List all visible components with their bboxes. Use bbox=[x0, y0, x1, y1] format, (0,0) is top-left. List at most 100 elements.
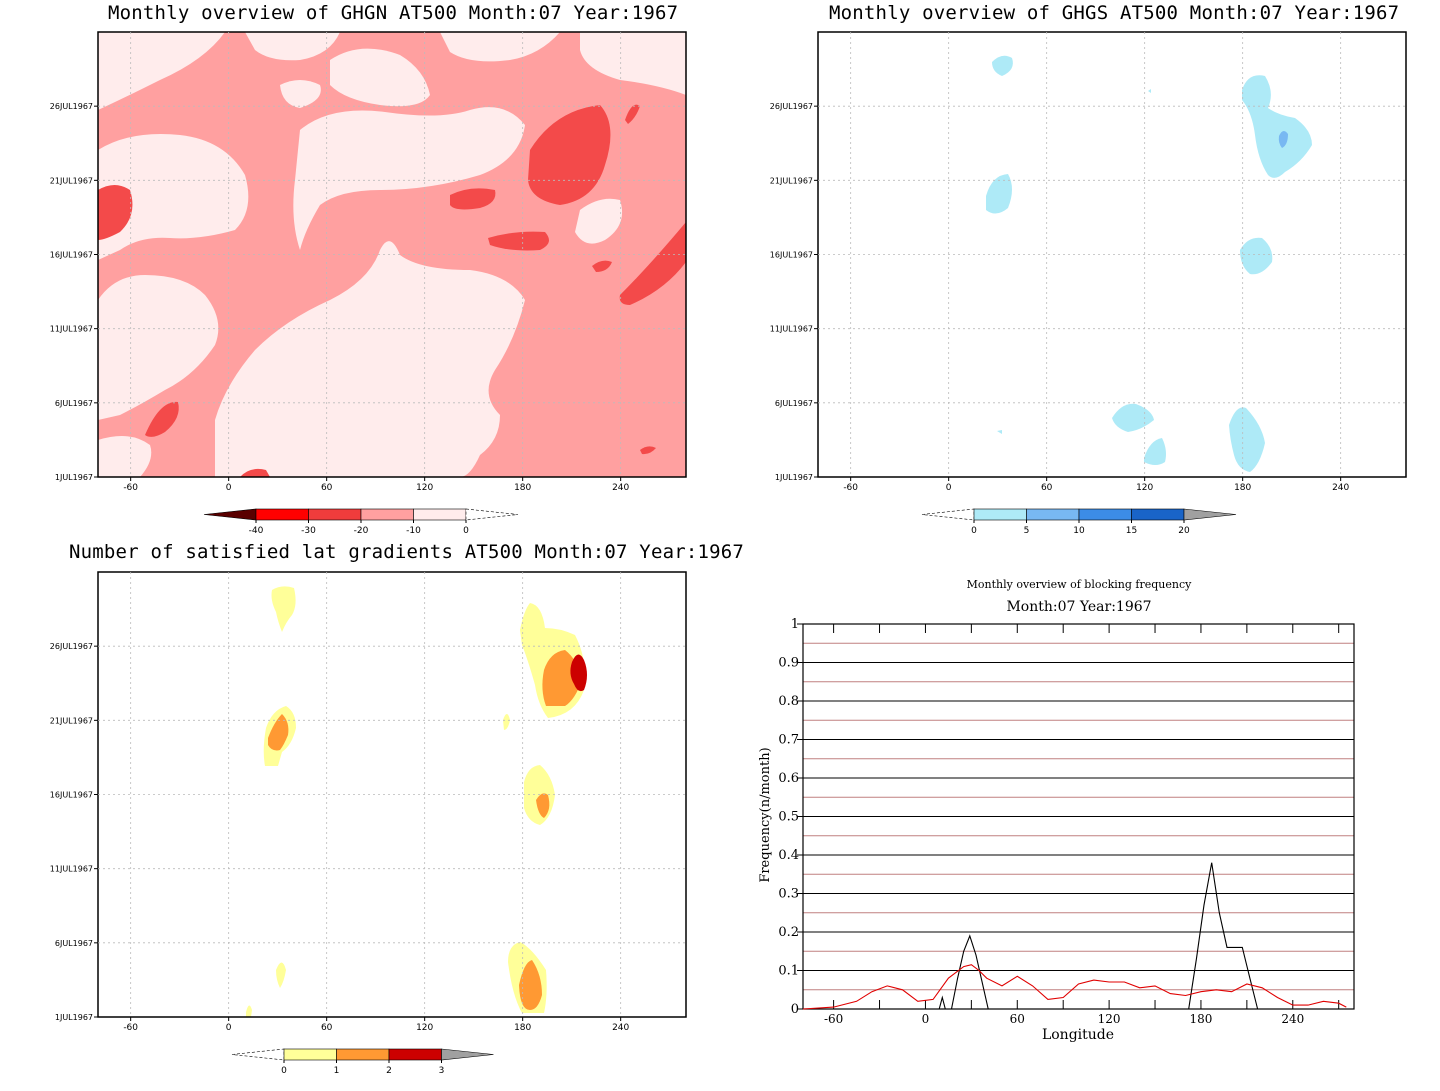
x-tick-label: 180 bbox=[1234, 483, 1251, 493]
y-tick-label: 6JUL1967 bbox=[55, 399, 93, 408]
y-tick-label: 21JUL1967 bbox=[50, 176, 93, 185]
y-tick-label: 26JUL1967 bbox=[50, 642, 93, 651]
gradients-axes: -60 0 60 120 180 240 1JUL1967 6JUL1967 11JUL1967… bbox=[50, 642, 630, 1033]
ghgs-patch bbox=[1144, 438, 1166, 465]
ghgn-light-region bbox=[580, 32, 686, 95]
ghgs-axes: -60 0 60 120 180 240 1JUL1967 6JUL1967 11JUL1967… bbox=[770, 102, 1350, 493]
gradients-grid bbox=[98, 572, 686, 1017]
ghgn-medium-region bbox=[592, 260, 612, 272]
frequency-title: Monthly overview of blocking frequency bbox=[967, 578, 1193, 591]
ghgn-grid bbox=[98, 32, 686, 477]
colorbar-box bbox=[1026, 508, 1080, 521]
x-tick-label: 60 bbox=[321, 483, 333, 493]
colorbar-box bbox=[413, 508, 467, 521]
gradients-colorbar: 0 1 2 3 bbox=[231, 1048, 494, 1076]
ghgn-light-region bbox=[98, 32, 225, 110]
colorbar-upper-triangle bbox=[465, 508, 519, 521]
gradients-patch bbox=[536, 793, 550, 818]
x-tick-label: 120 bbox=[416, 483, 433, 493]
ghgs-patch bbox=[1242, 75, 1312, 178]
y-tick-label: 26JUL1967 bbox=[50, 102, 93, 111]
colorbar-box bbox=[283, 1048, 337, 1061]
y-tick-label: 16JUL1967 bbox=[50, 251, 93, 260]
colorbar-label: 0 bbox=[281, 1066, 287, 1076]
y-tick-label: 21JUL1967 bbox=[770, 176, 813, 185]
colorbar-box bbox=[388, 1048, 442, 1061]
x-tick-label: -60 bbox=[843, 483, 858, 493]
y-tick-label: 16JUL1967 bbox=[50, 791, 93, 800]
x-tick-label: 60 bbox=[1010, 1012, 1025, 1026]
x-tick-label: 120 bbox=[1098, 1012, 1121, 1026]
ghgn-medium-region bbox=[98, 185, 133, 240]
colorbar-label: 3 bbox=[439, 1066, 445, 1076]
ghgn-light-region bbox=[575, 198, 623, 244]
colorbar-lower-triangle bbox=[203, 508, 257, 521]
ghgs-patch bbox=[1148, 89, 1151, 93]
ghgs-plot: -60 0 60 120 180 240 1JUL1967 6JUL1967 11JUL1967… bbox=[770, 31, 1407, 536]
colorbar-box bbox=[1078, 508, 1132, 521]
y-tick-label: 1JUL1967 bbox=[775, 473, 813, 482]
series-line-red bbox=[802, 964, 1347, 1010]
x-tick-label: 0 bbox=[226, 483, 232, 493]
colorbar-lower-triangle bbox=[921, 508, 975, 521]
ghgs-patch bbox=[1240, 237, 1273, 275]
y-tick-label: 0.5 bbox=[778, 810, 799, 825]
x-tick-label: 60 bbox=[1041, 483, 1053, 493]
ghgs-field bbox=[818, 32, 1406, 477]
colorbar-label: 1 bbox=[334, 1066, 340, 1076]
ghgn-light-region bbox=[440, 32, 560, 62]
ghgs-patch bbox=[1112, 403, 1154, 432]
ghgn-axes: -60 0 60 120 180 240 1JUL1967 6JUL1967 11JUL1967… bbox=[50, 102, 630, 493]
y-tick-label: 0.6 bbox=[778, 771, 799, 786]
colorbar-box bbox=[1131, 508, 1185, 521]
ghgs-patch bbox=[997, 430, 1002, 434]
ghgn-medium-region bbox=[640, 446, 656, 455]
y-tick-label: 1 bbox=[791, 617, 799, 632]
colorbar-label: -40 bbox=[249, 526, 264, 536]
ghgn-light-region bbox=[215, 241, 525, 477]
gradients-patch bbox=[271, 586, 296, 632]
y-tick-label: 21JUL1967 bbox=[50, 716, 93, 725]
ghgn-light-region bbox=[98, 134, 249, 260]
y-tick-label: 26JUL1967 bbox=[770, 102, 813, 111]
frequency-ylabel: Frequency(n/month) bbox=[758, 747, 773, 882]
y-tick-label: 11JUL1967 bbox=[770, 325, 813, 334]
y-tick-label: 0.2 bbox=[778, 925, 799, 940]
x-tick-label: 240 bbox=[1332, 483, 1349, 493]
y-tick-label: 6JUL1967 bbox=[775, 399, 813, 408]
x-tick-label: 180 bbox=[514, 483, 531, 493]
colorbar-upper-triangle bbox=[441, 1048, 494, 1061]
frequency-plot: -60 0 60 120 180 240 0 0.1 0.2 0.3 0.4 0.5 0.6 0.7 0.8… bbox=[778, 617, 1355, 1026]
ghgn-medium-region bbox=[450, 188, 496, 210]
ghgn-light-region bbox=[98, 436, 152, 477]
y-tick-label: 0.3 bbox=[778, 887, 799, 902]
colorbar-box bbox=[360, 508, 414, 521]
x-tick-label: 120 bbox=[1136, 483, 1153, 493]
colorbar-box bbox=[336, 1048, 390, 1061]
x-tick-label: 0 bbox=[226, 1023, 232, 1033]
colorbar-box bbox=[308, 508, 362, 521]
colorbar-label: 0 bbox=[463, 526, 469, 536]
ghgn-medium-region bbox=[240, 468, 270, 477]
y-tick-label: 1JUL1967 bbox=[55, 1013, 93, 1022]
gradients-title: Number of satisfied lat gradients AT500 … bbox=[69, 541, 745, 563]
y-tick-label: 0.8 bbox=[778, 694, 799, 709]
colorbar-label: 10 bbox=[1073, 526, 1085, 536]
ghgn-field bbox=[98, 32, 686, 477]
ghgn-light-region bbox=[330, 48, 430, 107]
ghgs-grid bbox=[818, 32, 1406, 477]
gradients-field bbox=[98, 572, 686, 1017]
gradients-patch bbox=[503, 714, 510, 730]
gradients-plot: -60 0 60 120 180 2401JUL19676JUL196711JUL1967… bbox=[50, 571, 687, 1076]
ghgn-medium-region bbox=[625, 104, 640, 124]
ghgs-colorbar: 0 5 10 15 20 bbox=[921, 508, 1237, 536]
colorbar-label: -30 bbox=[301, 526, 316, 536]
ghgs-patch bbox=[1229, 407, 1265, 472]
y-tick-label: 1JUL1967 bbox=[55, 473, 93, 482]
ghgs-patch bbox=[1278, 130, 1288, 148]
y-tick-label: 11JUL1967 bbox=[50, 325, 93, 334]
y-tick-label: 16JUL1967 bbox=[770, 251, 813, 260]
colorbar-lower-triangle bbox=[231, 1048, 285, 1061]
ghgn-light-region bbox=[280, 80, 321, 108]
x-tick-label: -60 bbox=[123, 1023, 138, 1033]
